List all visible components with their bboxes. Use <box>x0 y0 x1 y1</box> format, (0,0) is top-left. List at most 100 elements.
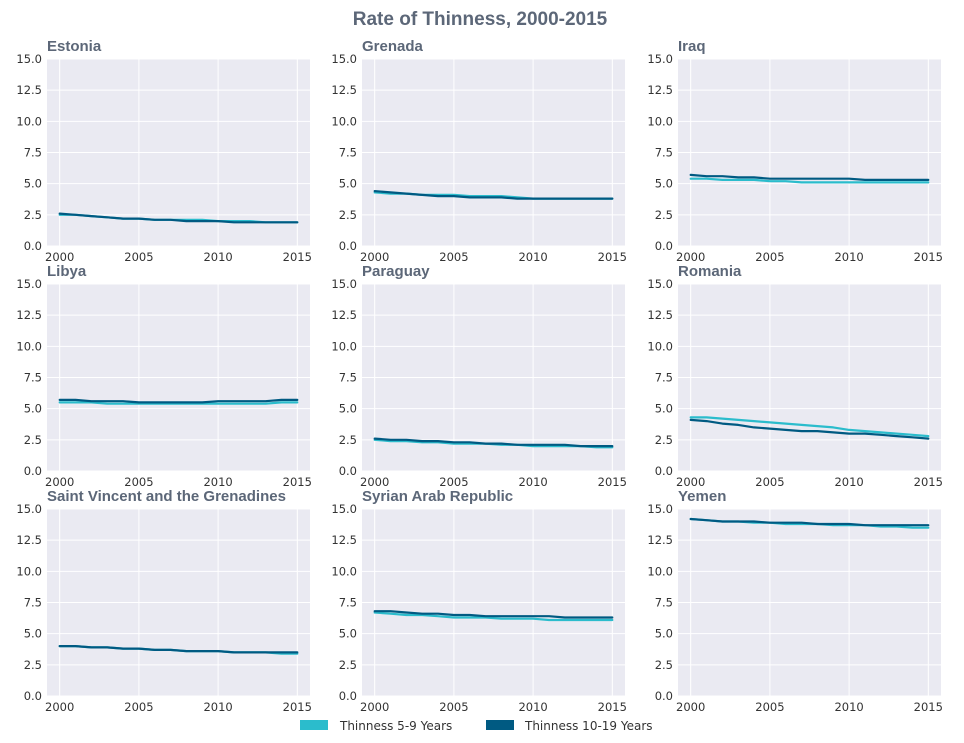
panel-saint-vincent-and-the-grenadines: Saint Vincent and the Grenadines 0.0 2.5 5.… <box>16 488 312 714</box>
panel-title: Paraguay <box>362 263 430 280</box>
x-tick-label: 2015 <box>283 700 312 714</box>
y-tick-label: 5.0 <box>655 627 673 641</box>
y-tick-label: 10.0 <box>16 114 42 128</box>
y-tick-label: 12.5 <box>647 533 673 547</box>
x-tick-label: 2010 <box>518 475 547 489</box>
y-tick-label: 10.0 <box>647 564 673 578</box>
x-tick-label: 2010 <box>834 250 863 264</box>
y-tick-label: 10.0 <box>647 339 673 353</box>
series-line-thinness-10-19-years <box>689 173 930 181</box>
y-tick-label: 7.5 <box>655 146 673 160</box>
y-tick-label: 15.0 <box>16 502 42 516</box>
panel-libya: Libya 0.0 2.5 5.0 7.5 10.0 12.5 15.0 2000 2005 201… <box>16 263 312 489</box>
y-tick-label: 0.0 <box>24 689 42 703</box>
x-tick-label: 2000 <box>45 250 74 264</box>
y-tick-label: 15.0 <box>16 277 42 291</box>
panel-title: Saint Vincent and the Grenadines <box>47 488 286 505</box>
panel-title: Syrian Arab Republic <box>362 488 513 505</box>
series-line-thinness-10-19-years <box>689 418 930 440</box>
x-tick-label: 2000 <box>360 700 389 714</box>
x-tick-label: 2010 <box>834 475 863 489</box>
y-tick-label: 2.5 <box>339 658 357 672</box>
y-tick-label: 15.0 <box>331 277 357 291</box>
x-tick-label: 2005 <box>439 475 468 489</box>
y-tick-label: 10.0 <box>16 564 42 578</box>
y-tick-label: 7.5 <box>24 596 42 610</box>
legend-label-thinness-10-19: Thinness 10-19 Years <box>524 719 653 733</box>
y-tick-label: 7.5 <box>655 371 673 385</box>
y-tick-label: 0.0 <box>655 239 673 253</box>
x-tick-label: 2005 <box>124 700 153 714</box>
x-tick-label: 2005 <box>439 700 468 714</box>
series-line-thinness-10-19-years <box>373 610 614 619</box>
y-tick-label: 5.0 <box>24 402 42 416</box>
y-tick-label: 5.0 <box>655 402 673 416</box>
y-tick-label: 12.5 <box>16 533 42 547</box>
x-tick-label: 2010 <box>518 250 547 264</box>
x-tick-label: 2005 <box>755 700 784 714</box>
y-tick-label: 5.0 <box>24 177 42 191</box>
x-tick-label: 2000 <box>45 700 74 714</box>
x-tick-label: 2010 <box>518 700 547 714</box>
legend: Thinness 5-9 Years Thinness 10-19 Years <box>300 719 653 733</box>
panel-title: Yemen <box>678 488 726 505</box>
series-line-thinness-5-9-years <box>58 401 299 405</box>
x-tick-label: 2000 <box>360 475 389 489</box>
x-tick-label: 2005 <box>755 250 784 264</box>
y-tick-label: 7.5 <box>339 146 357 160</box>
x-tick-label: 2010 <box>834 700 863 714</box>
panel-grenada: Grenada 0.0 2.5 5.0 7.5 10.0 12.5 15.0 2000 2005 2… <box>331 38 627 264</box>
x-tick-label: 2010 <box>203 250 232 264</box>
y-tick-label: 10.0 <box>16 339 42 353</box>
y-tick-label: 7.5 <box>655 596 673 610</box>
panel-title: Libya <box>47 263 87 280</box>
y-tick-label: 5.0 <box>339 402 357 416</box>
y-tick-label: 2.5 <box>24 658 42 672</box>
panel-title: Grenada <box>362 38 424 55</box>
x-tick-label: 2000 <box>676 700 705 714</box>
x-tick-label: 2000 <box>45 475 74 489</box>
legend-swatch-thinness-10-19 <box>486 720 514 730</box>
y-tick-label: 15.0 <box>647 502 673 516</box>
panel-romania: Romania 0.0 2.5 5.0 7.5 10.0 12.5 15.0 2000 2005 2… <box>647 263 943 489</box>
series-line-thinness-10-19-years <box>373 190 614 200</box>
y-tick-label: 0.0 <box>339 464 357 478</box>
y-tick-label: 2.5 <box>339 208 357 222</box>
y-tick-label: 5.0 <box>655 177 673 191</box>
x-tick-label: 2005 <box>124 250 153 264</box>
y-tick-label: 10.0 <box>331 114 357 128</box>
y-tick-label: 7.5 <box>339 596 357 610</box>
panel-iraq: Iraq 0.0 2.5 5.0 7.5 10.0 12.5 15.0 2000 2005 2010… <box>647 38 943 264</box>
x-tick-label: 2000 <box>676 475 705 489</box>
panel-title: Iraq <box>678 38 706 55</box>
y-tick-label: 15.0 <box>331 52 357 66</box>
y-tick-label: 15.0 <box>16 52 42 66</box>
y-tick-label: 0.0 <box>339 689 357 703</box>
y-tick-label: 10.0 <box>331 564 357 578</box>
x-tick-label: 2005 <box>124 475 153 489</box>
panel-title: Romania <box>678 263 742 280</box>
legend-swatch-thinness-5-9 <box>300 720 328 730</box>
series-line-thinness-5-9-years <box>373 611 614 622</box>
y-tick-label: 0.0 <box>339 239 357 253</box>
panel-estonia: Estonia 0.0 2.5 5.0 7.5 10.0 12.5 15.0 2000 2005 2… <box>16 38 312 264</box>
y-tick-label: 5.0 <box>24 627 42 641</box>
x-tick-label: 2015 <box>283 250 312 264</box>
figure-title: Rate of Thinness, 2000-2015 <box>353 9 608 30</box>
x-tick-label: 2015 <box>598 250 627 264</box>
x-tick-label: 2005 <box>439 250 468 264</box>
panel-title: Estonia <box>47 38 102 55</box>
y-tick-label: 15.0 <box>331 502 357 516</box>
y-tick-label: 12.5 <box>16 308 42 322</box>
y-tick-label: 12.5 <box>331 308 357 322</box>
y-tick-label: 12.5 <box>331 533 357 547</box>
y-tick-label: 0.0 <box>655 464 673 478</box>
y-tick-label: 0.0 <box>655 689 673 703</box>
y-tick-label: 12.5 <box>647 83 673 97</box>
series-line-thinness-10-19-years <box>373 437 614 448</box>
y-tick-label: 7.5 <box>24 371 42 385</box>
series-line-thinness-10-19-years <box>58 398 299 404</box>
y-tick-label: 10.0 <box>647 114 673 128</box>
